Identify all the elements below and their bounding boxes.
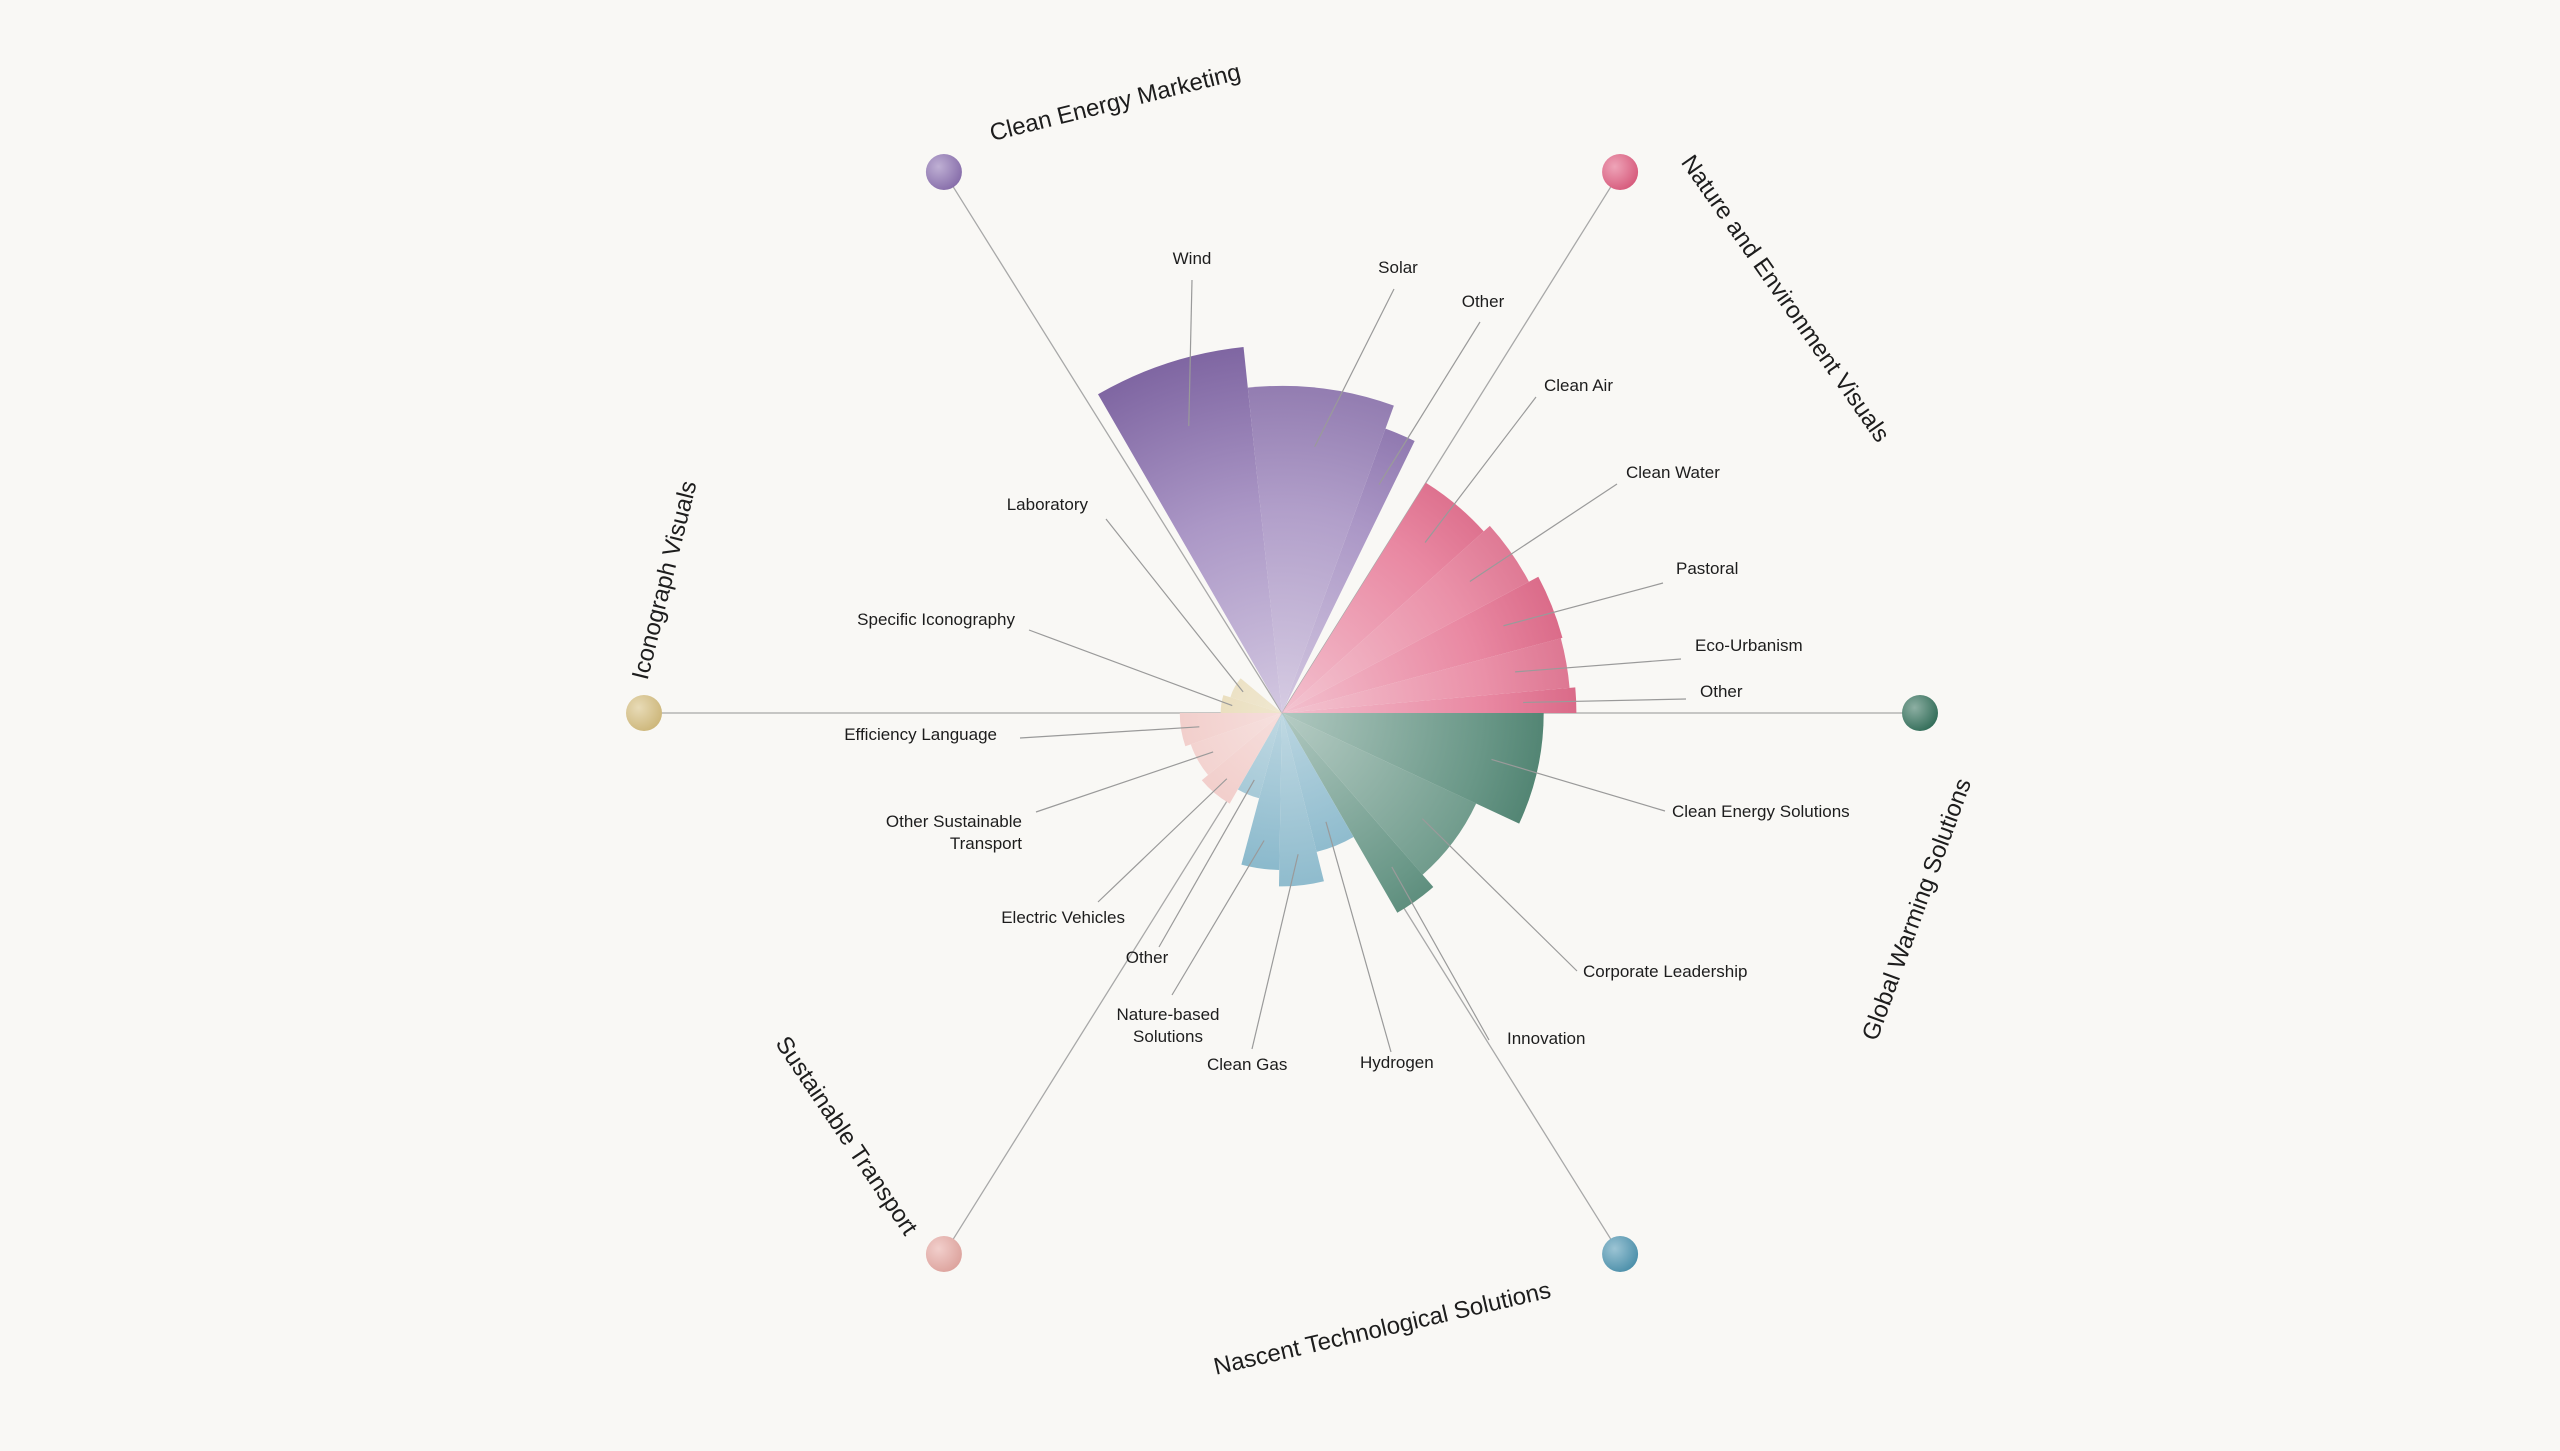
category-marker-sustainable-transport[interactable] [925,1236,962,1273]
category-marker-clean-energy-marketing[interactable] [925,153,962,190]
leader-line-nascent-technological-solutions-other [1158,779,1255,948]
segment-label-nascent-technological-solutions-clean-gas: Clean Gas [1207,1055,1287,1074]
leader-line-clean-energy-marketing-wind [1188,279,1193,427]
leader-line-global-warming-solutions-innovation [1391,866,1490,1041]
segment-label-sustainable-transport-other-sustainable-transport: Other Sustainable Transport [886,812,1022,853]
wedge-clean-energy-marketing-wind[interactable] [1098,347,1282,713]
category-marker-nascent-technological-solutions[interactable] [1602,1236,1639,1273]
wedge-global-warming-solutions-clean-energy-solutions[interactable] [1282,713,1544,824]
wedge-nature-and-environment-visuals-clean-air[interactable] [1282,482,1484,713]
wedge-nature-and-environment-visuals-eco-urbanism[interactable] [1282,638,1570,713]
wedge-clean-energy-marketing-other[interactable] [1282,428,1415,713]
wedge-nature-and-environment-visuals-clean-water[interactable] [1282,525,1529,713]
category-label-global-warming-solutions: Global Warming Solutions [1857,775,1977,1044]
segment-label-nature-and-environment-visuals-clean-air: Clean Air [1544,376,1613,395]
leader-line-sustainable-transport-other-sustainable-transport [1035,751,1214,813]
category-spoke-sustainable-transport [943,712,1283,1255]
category-label-clean-energy-marketing: Clean Energy Marketing [987,58,1243,146]
wedge-iconograph-visuals-specific-iconography[interactable] [1220,695,1282,713]
segment-label-global-warming-solutions-corporate-leadership: Corporate Leadership [1583,962,1747,981]
segment-label-iconograph-visuals-laboratory: Laboratory [1007,495,1089,514]
leader-line-nascent-technological-solutions-nature-based-solutions [1171,840,1265,996]
segment-label-nature-and-environment-visuals-eco-urbanism: Eco-Urbanism [1695,636,1803,655]
wedge-sustainable-transport-electric-vehicles[interactable] [1201,713,1282,804]
wedge-global-warming-solutions-corporate-leadership[interactable] [1282,713,1477,875]
leader-line-clean-energy-marketing-other [1378,321,1481,485]
segment-label-nascent-technological-solutions-hydrogen: Hydrogen [1360,1053,1434,1072]
segment-label-clean-energy-marketing-other: Other [1462,292,1505,311]
wedge-sustainable-transport-efficiency-language[interactable] [1179,713,1282,747]
segment-label-global-warming-solutions-clean-energy-solutions: Clean Energy Solutions [1672,802,1850,821]
segment-label-nature-and-environment-visuals-other: Other [1700,682,1743,701]
category-spoke-clean-energy-marketing [943,171,1283,714]
leader-line-iconograph-visuals-laboratory [1105,518,1244,693]
wedge-clean-energy-marketing-solar[interactable] [1247,385,1394,713]
segment-label-sustainable-transport-efficiency-language: Efficiency Language [844,725,997,744]
wedge-sustainable-transport-other-sustainable-transport[interactable] [1190,713,1282,776]
segment-label-nascent-technological-solutions-nature-based-solutions: Nature-based Solutions [1116,1005,1219,1046]
wedge-nature-and-environment-visuals-other[interactable] [1282,687,1577,713]
segment-label-global-warming-solutions-innovation: Innovation [1507,1029,1585,1048]
leader-line-clean-energy-marketing-solar [1314,288,1395,448]
category-label-nature-and-environment-visuals: Nature and Environment Visuals [1676,150,1895,447]
category-label-iconograph-visuals: Iconograph Visuals [627,478,702,682]
leader-line-nascent-technological-solutions-clean-gas [1251,854,1299,1050]
leader-line-nature-and-environment-visuals-clean-air [1424,396,1537,543]
segment-label-clean-energy-marketing-wind: Wind [1173,249,1212,268]
category-label-sustainable-transport: Sustainable Transport [770,1031,923,1240]
wedge-nascent-technological-solutions-nature-based-solutions[interactable] [1241,713,1282,870]
wedge-nascent-technological-solutions-hydrogen[interactable] [1282,713,1354,852]
leader-line-nature-and-environment-visuals-pastoral [1503,582,1664,627]
wedge-global-warming-solutions-innovation[interactable] [1282,713,1434,913]
category-marker-iconograph-visuals[interactable] [626,695,662,731]
segment-label-nature-and-environment-visuals-clean-water: Clean Water [1626,463,1720,482]
wedge-nascent-technological-solutions-clean-gas[interactable] [1278,713,1324,887]
segment-label-nature-and-environment-visuals-pastoral: Pastoral [1676,559,1738,578]
category-label-nascent-technological-solutions: Nascent Technological Solutions [1211,1277,1553,1381]
segment-label-sustainable-transport-electric-vehicles: Electric Vehicles [1001,908,1125,927]
leader-line-nascent-technological-solutions-hydrogen [1325,821,1392,1053]
leader-line-global-warming-solutions-clean-energy-solutions [1491,758,1666,812]
wedge-nature-and-environment-visuals-pastoral[interactable] [1282,576,1563,713]
segment-label-nascent-technological-solutions-other: Other [1126,948,1169,967]
leader-line-nature-and-environment-visuals-clean-water [1469,483,1618,582]
leader-line-global-warming-solutions-corporate-leadership [1421,818,1578,972]
wedge-iconograph-visuals-laboratory[interactable] [1230,678,1282,713]
leader-line-nature-and-environment-visuals-other [1523,698,1687,704]
leader-line-sustainable-transport-efficiency-language [1019,726,1200,739]
leader-line-iconograph-visuals-specific-iconography [1028,629,1233,707]
leader-line-sustainable-transport-electric-vehicles [1097,778,1228,903]
category-marker-global-warming-solutions[interactable] [1902,695,1938,731]
segment-label-clean-energy-marketing-solar: Solar [1378,258,1418,277]
category-marker-nature-and-environment-visuals[interactable] [1602,153,1639,190]
leader-line-nature-and-environment-visuals-eco-urbanism [1515,658,1682,673]
wedge-nascent-technological-solutions-other[interactable] [1237,713,1282,799]
segment-label-iconograph-visuals-specific-iconography: Specific Iconography [857,610,1015,629]
